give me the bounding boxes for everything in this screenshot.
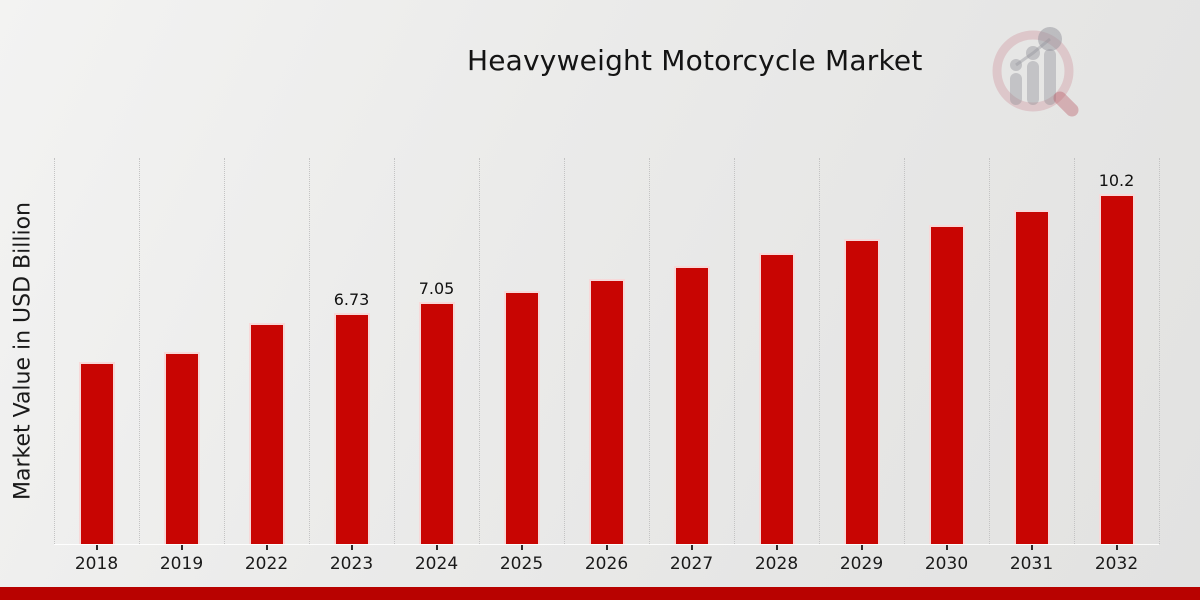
- gridline: [224, 158, 225, 544]
- magnifying-glass-bar-chart-logo-icon: [992, 27, 1079, 117]
- gridline: [54, 158, 55, 544]
- x-tick-label-2027: 2027: [669, 554, 714, 574]
- x-tick-label-2019: 2019: [159, 554, 204, 574]
- x-tick-label-2023: 2023: [329, 554, 374, 574]
- bar-value-label-2023: 6.73: [333, 290, 370, 310]
- x-tick-label-2018: 2018: [74, 554, 119, 574]
- x-axis-tick: [435, 545, 438, 550]
- bar-value-label-2024: 7.05: [418, 279, 455, 299]
- x-axis: 2018 2019 2022 2023 2024 2025 2026 2027 2028 2029…: [54, 544, 1159, 579]
- bar-2031: [1013, 209, 1050, 544]
- y-axis-label: Market Value in USD Billion: [10, 201, 36, 501]
- x-axis-tick: [945, 545, 948, 550]
- bar-2024: [418, 302, 455, 544]
- x-axis-tick: [605, 545, 608, 550]
- x-tick-label-2026: 2026: [584, 554, 629, 574]
- gridline: [309, 158, 310, 544]
- chart-title: Heavyweight Motorcycle Market: [467, 44, 923, 77]
- x-axis-tick: [860, 545, 863, 550]
- gridline: [394, 158, 395, 544]
- x-axis-tick: [265, 545, 268, 550]
- gridline: [904, 158, 905, 544]
- x-axis-tick: [775, 545, 778, 550]
- x-tick-label-2030: 2030: [924, 554, 969, 574]
- bar-2018: [78, 361, 115, 544]
- bar-value-label-2032: 10.2: [1098, 171, 1135, 191]
- x-tick-label-2031: 2031: [1009, 554, 1054, 574]
- bar-2025: [503, 290, 540, 544]
- gridline: [479, 158, 480, 544]
- x-tick-label-2025: 2025: [499, 554, 544, 574]
- bar-2022: [248, 323, 285, 544]
- x-tick-label-2032: 2032: [1094, 554, 1139, 574]
- gridline: [649, 158, 650, 544]
- bar-2027: [673, 266, 710, 544]
- x-tick-label-2024: 2024: [414, 554, 459, 574]
- gridline: [564, 158, 565, 544]
- x-tick-label-2028: 2028: [754, 554, 799, 574]
- gridline: [139, 158, 140, 544]
- gridline: [734, 158, 735, 544]
- gridline: [819, 158, 820, 544]
- x-tick-label-2022: 2022: [244, 554, 289, 574]
- x-tick-label-2029: 2029: [839, 554, 884, 574]
- x-axis-tick: [1115, 545, 1118, 550]
- x-axis-tick: [690, 545, 693, 550]
- x-axis-tick: [350, 545, 353, 550]
- bar-2030: [928, 224, 965, 544]
- plot-area: 6.73 7.05 10.2: [54, 158, 1160, 544]
- x-axis-tick: [520, 545, 523, 550]
- bar-2023: [333, 313, 370, 544]
- x-axis-tick: [180, 545, 183, 550]
- footer-accent-bar: [0, 587, 1200, 600]
- gridline: [989, 158, 990, 544]
- x-axis-tick: [95, 545, 98, 550]
- bar-2026: [588, 278, 625, 544]
- bar-2019: [163, 351, 200, 544]
- bar-2032: [1098, 194, 1135, 544]
- x-axis-tick: [1030, 545, 1033, 550]
- bar-2028: [758, 253, 795, 544]
- gridline: [1074, 158, 1075, 544]
- bar-2029: [843, 239, 880, 544]
- gridline: [1159, 158, 1160, 544]
